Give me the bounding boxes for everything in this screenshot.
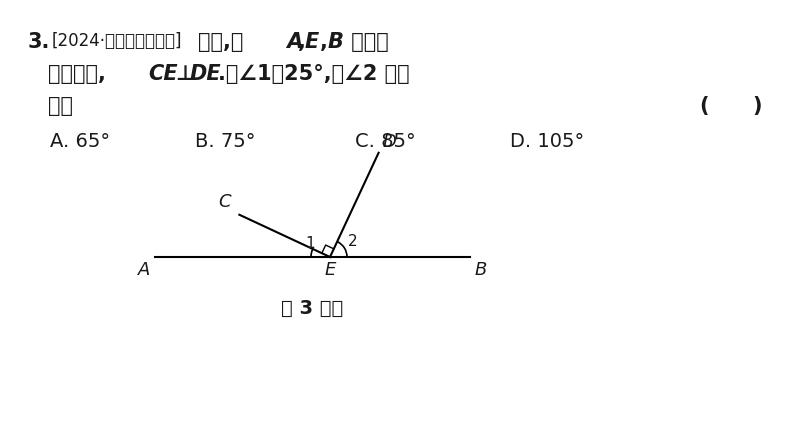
Text: 条直线上,: 条直线上, bbox=[48, 64, 106, 84]
Text: E: E bbox=[305, 32, 319, 52]
Text: 1: 1 bbox=[305, 236, 314, 251]
Text: 第 3 题图: 第 3 题图 bbox=[281, 299, 344, 318]
Text: .若∠1＝25°,则∠2 的度: .若∠1＝25°,则∠2 的度 bbox=[218, 64, 410, 84]
Text: 2: 2 bbox=[348, 234, 357, 249]
Text: [2024·绥化明水县期末]: [2024·绥化明水县期末] bbox=[52, 32, 183, 50]
Text: C: C bbox=[218, 193, 231, 211]
Text: (      ): ( ) bbox=[700, 96, 762, 116]
Text: ⊥: ⊥ bbox=[175, 64, 194, 84]
Text: D: D bbox=[383, 133, 396, 151]
Text: B: B bbox=[328, 32, 344, 52]
Text: 如图,点: 如图,点 bbox=[198, 32, 244, 52]
Text: 数是: 数是 bbox=[48, 96, 73, 116]
Text: B: B bbox=[475, 261, 488, 279]
Text: C. 85°: C. 85° bbox=[355, 132, 416, 151]
Text: A: A bbox=[137, 261, 150, 279]
Text: A. 65°: A. 65° bbox=[50, 132, 110, 151]
Text: E: E bbox=[324, 261, 336, 279]
Text: D. 105°: D. 105° bbox=[510, 132, 584, 151]
Text: B. 75°: B. 75° bbox=[195, 132, 256, 151]
Text: 在同一: 在同一 bbox=[344, 32, 389, 52]
Text: A: A bbox=[280, 32, 303, 52]
Text: ,: , bbox=[320, 32, 328, 52]
Text: 3.: 3. bbox=[28, 32, 50, 52]
Text: CE: CE bbox=[148, 64, 178, 84]
Text: ,: , bbox=[298, 32, 306, 52]
Text: DE: DE bbox=[190, 64, 222, 84]
